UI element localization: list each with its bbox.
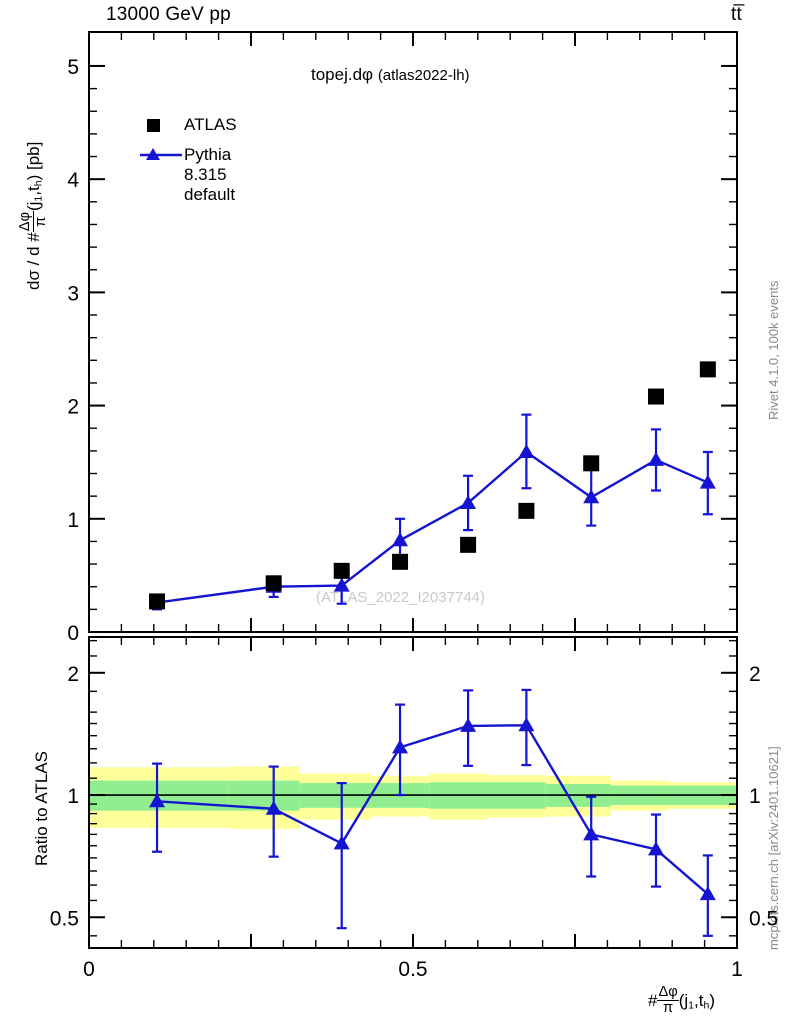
y-tick-label-main: 5 — [67, 56, 79, 79]
x-label-sub1: 1 — [688, 999, 695, 1012]
x-tick-label: 0.5 — [398, 958, 427, 981]
pythia-marker-triangle-ratio[interactable] — [392, 739, 409, 754]
x-label-end: ) — [709, 990, 715, 1010]
pythia-marker-triangle[interactable] — [333, 577, 350, 592]
atlas-marker-square[interactable] — [583, 455, 600, 472]
plot-title-sub: (atlas2022-lh) — [377, 67, 470, 84]
dataset-watermark: (ATLAS_2022_I2037744) — [316, 589, 486, 606]
y-tick-label-ratio-right: 0.5 — [749, 907, 778, 930]
y-tick-label-ratio: 0.5 — [50, 907, 79, 930]
y-tick-label-ratio-right: 2 — [749, 663, 761, 686]
y-tick-label-main: 2 — [67, 396, 79, 419]
legend-label-atlas: ATLAS — [184, 115, 237, 134]
pythia-marker-triangle[interactable] — [518, 444, 535, 458]
atlas-marker-square[interactable] — [460, 536, 477, 553]
main-panel-frame — [88, 31, 738, 633]
x-label-fraction: Δφ π — [657, 984, 679, 1016]
atlas-marker-square[interactable] — [392, 553, 409, 570]
atlas-marker-square[interactable] — [518, 502, 535, 519]
pythia-marker-triangle[interactable] — [460, 494, 477, 509]
pythia-marker-triangle[interactable] — [648, 451, 664, 466]
legend-marker-triangle-line-icon — [140, 148, 182, 160]
y-tick-label-ratio: 2 — [67, 663, 79, 686]
atlas-marker-square[interactable] — [149, 593, 166, 610]
y-tick-label-main: 4 — [67, 169, 79, 192]
x-label-num: Δφ — [657, 984, 679, 1001]
plot-title: topej.dφ (atlas2022-lh) — [311, 65, 470, 85]
legend-label-pythia: Pythia 8.315 default — [184, 145, 236, 204]
pythia-line-main — [156, 450, 709, 604]
pythia-marker-triangle-ratio[interactable] — [699, 886, 716, 901]
x-tick-label: 0 — [83, 958, 95, 981]
x-axis-label: # Δφ π (j1,th) — [648, 985, 715, 1016]
plot-title-main: topej.dφ — [311, 65, 374, 84]
pythia-marker-triangle[interactable] — [583, 489, 600, 504]
atlas-marker-square[interactable] — [648, 388, 664, 405]
atlas-marker-square[interactable] — [699, 361, 716, 378]
y-tick-label-ratio-right: 1 — [749, 785, 761, 808]
pythia-marker-triangle-ratio[interactable] — [583, 826, 600, 841]
pythia-marker-triangle-ratio[interactable] — [333, 835, 350, 850]
legend-marker-square-icon — [147, 119, 160, 132]
x-label-post: (j — [678, 990, 689, 1010]
pythia-marker-triangle[interactable] — [392, 532, 409, 547]
pythia-marker-triangle-ratio[interactable] — [265, 800, 282, 815]
x-tick-label: 1 — [731, 958, 743, 981]
y-tick-label-ratio: 1 — [67, 785, 79, 808]
x-label-mid: ,t — [694, 990, 704, 1010]
pythia-marker-triangle[interactable] — [699, 474, 716, 489]
pythia-marker-triangle-ratio[interactable] — [149, 793, 166, 808]
atlas-marker-square[interactable] — [333, 562, 350, 579]
pythia-marker-triangle-ratio[interactable] — [460, 717, 477, 732]
atlas-marker-square[interactable] — [265, 575, 282, 592]
pythia-marker-triangle-ratio[interactable] — [648, 841, 664, 856]
header-left: 13000 GeV pp — [106, 4, 231, 25]
y-tick-label-main: 3 — [67, 282, 79, 305]
x-label-pre: # — [648, 990, 658, 1010]
x-label-sub2: h — [703, 999, 710, 1012]
header-right: tt̅ — [731, 4, 742, 25]
y-tick-label-main: 0 — [67, 622, 79, 645]
y-tick-label-main: 1 — [67, 509, 79, 532]
pythia-marker-triangle-ratio[interactable] — [518, 717, 535, 732]
x-label-den: π — [663, 999, 674, 1016]
